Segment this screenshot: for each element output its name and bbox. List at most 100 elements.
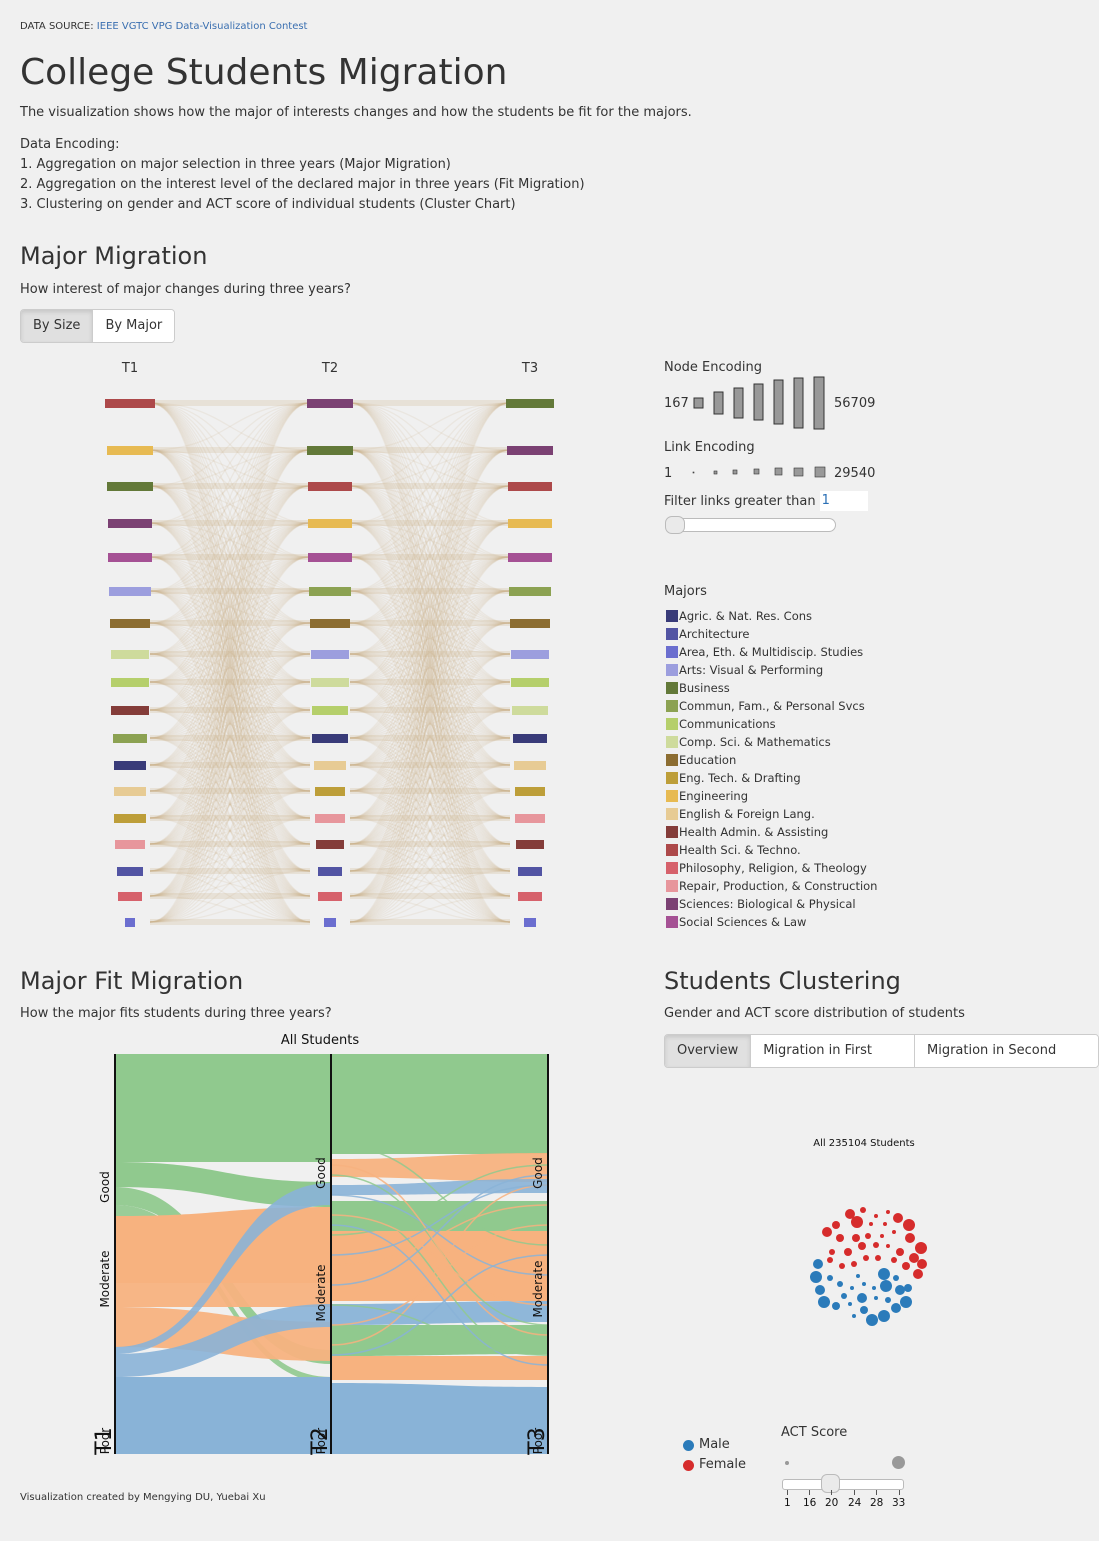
column-label-t2: T2 (321, 361, 338, 376)
sankey-link (149, 402, 311, 792)
sankey-link (149, 449, 311, 524)
male-student-dot (810, 1271, 822, 1283)
sankey-link (349, 449, 511, 592)
sankey-link (149, 843, 311, 897)
sankey-link (149, 653, 311, 792)
major-legend-item[interactable]: Agric. & Nat. Res. Cons (666, 609, 812, 623)
major-swatch-icon (666, 682, 678, 694)
sankey-link (349, 709, 511, 845)
sankey-link (349, 522, 511, 683)
major-legend-item[interactable]: Comp. Sci. & Mathematics (666, 735, 831, 749)
fit-level-label: Moderate (98, 1250, 112, 1307)
male-student-dot (891, 1303, 901, 1313)
sankey-link (349, 485, 511, 739)
sankey-link (149, 449, 311, 792)
sankey-link (149, 681, 311, 766)
link-size-sample (774, 467, 783, 476)
major-legend-item[interactable]: Architecture (666, 627, 749, 641)
sankey-link (349, 522, 511, 558)
majors-legend-title: Majors (664, 584, 707, 599)
sankey-link (149, 402, 311, 923)
fit-migration-chart: All Students T1 T2 T3 Good Moderate Poor Good M… (92, 1033, 550, 1456)
fit-flow-thin (330, 1184, 549, 1346)
sankey-link (149, 622, 311, 872)
by-major-button[interactable]: By Major (93, 310, 175, 342)
filter-slider-handle[interactable] (665, 516, 685, 534)
filter-value-input[interactable]: 1 (819, 491, 868, 511)
sankey-link (149, 449, 311, 624)
migration-second-year-button[interactable]: Migration in Second Year (914, 1035, 1098, 1067)
major-legend-item[interactable]: Communications (666, 717, 776, 731)
sankey-link (349, 402, 511, 592)
major-legend-item[interactable]: Engineering (666, 789, 748, 803)
sankey-link (349, 449, 511, 711)
node-size-sample (693, 397, 704, 409)
filter-slider[interactable] (666, 518, 836, 532)
sankey-link (149, 485, 311, 624)
major-swatch-icon (666, 754, 678, 766)
sankey-link (149, 737, 311, 819)
major-legend-item[interactable]: Health Admin. & Assisting (666, 825, 828, 839)
sankey-link (349, 449, 511, 739)
sankey-link (149, 681, 311, 923)
male-student-dot (862, 1282, 866, 1286)
major-legend-label: Architecture (679, 627, 750, 641)
sankey-link (349, 590, 511, 819)
sankey-link (349, 402, 511, 683)
sankey-link (349, 556, 511, 766)
female-student-dot (844, 1248, 852, 1256)
female-student-dot (875, 1255, 881, 1261)
major-legend-label: Communications (679, 717, 776, 731)
sankey-link (149, 737, 311, 766)
major-legend-item[interactable]: Eng. Tech. & Drafting (666, 771, 801, 785)
overview-button[interactable]: Overview (665, 1035, 752, 1067)
data-source-link[interactable]: IEEE VGTC VPG Data-Visualization Contest (96, 21, 308, 32)
sankey-link (349, 590, 511, 792)
major-legend-item[interactable]: Arts: Visual & Performing (666, 663, 823, 677)
legend-female: Female (683, 1455, 746, 1475)
major-legend-item[interactable]: English & Foreign Lang. (666, 807, 815, 821)
sankey-link (149, 737, 311, 923)
major-legend-item[interactable]: Area, Eth. & Multidiscip. Studies (666, 645, 863, 659)
sankey-link (349, 590, 511, 923)
by-size-button[interactable]: By Size (21, 310, 94, 342)
sankey-link (349, 681, 511, 766)
sankey-link (349, 556, 511, 897)
sankey-link (149, 653, 311, 711)
act-tick-marks (782, 1490, 906, 1498)
major-legend-label: Education (679, 753, 737, 767)
major-legend-item[interactable]: Repair, Production, & Construction (666, 879, 877, 893)
female-student-dot (860, 1207, 866, 1213)
major-migration-sankey: T1 T2 T3 (105, 361, 554, 927)
sankey-link (149, 449, 311, 487)
sankey-link (149, 622, 311, 655)
act-score-slider[interactable] (782, 1479, 904, 1490)
major-legend-item[interactable]: Education (666, 753, 736, 767)
sankey-link (349, 590, 511, 792)
sankey-link (349, 737, 511, 897)
act-score-slider-handle[interactable] (821, 1474, 840, 1493)
migration-first-year-button[interactable]: Migration in First Year (751, 1035, 915, 1067)
major-legend-item[interactable]: Sciences: Biological & Physical (666, 897, 856, 911)
fit-migration-subtitle: How the major fits students during three… (20, 1006, 332, 1021)
major-legend-item[interactable]: Health Sci. & Techno. (666, 843, 801, 857)
major-legend-item[interactable]: Philosophy, Religion, & Theology (666, 861, 867, 875)
sankey-link (149, 709, 311, 819)
node-size-sample (733, 387, 744, 419)
sankey-link (349, 790, 511, 923)
sankey-link (349, 485, 511, 524)
major-legend-item[interactable]: Commun, Fam., & Personal Svcs (666, 699, 865, 713)
sankey-link (349, 402, 511, 792)
major-legend-item[interactable]: Business (666, 681, 730, 695)
sankey-link (349, 895, 511, 923)
sankey-link (149, 622, 311, 711)
sankey-link (149, 485, 311, 524)
sankey-link (349, 485, 511, 792)
major-legend-item[interactable]: Social Sciences & Law (666, 915, 806, 929)
sankey-link (349, 522, 511, 592)
sankey-link (349, 790, 511, 872)
act-tick-label: 20 (825, 1497, 839, 1509)
major-swatch-icon (666, 826, 678, 838)
sankey-link (349, 622, 511, 655)
sankey-link (149, 790, 311, 819)
